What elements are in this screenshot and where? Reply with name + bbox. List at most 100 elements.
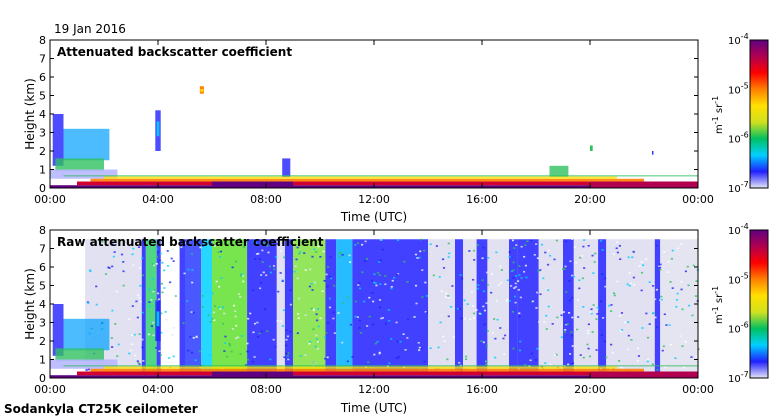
speckle (500, 269, 504, 271)
x-tick-label: 08:00 (250, 383, 282, 396)
speckle (680, 288, 683, 291)
speckle (139, 300, 142, 303)
speckle (274, 256, 278, 258)
speckle (141, 311, 144, 314)
x-ticks: 00:00 04:00 08:00 12:00 16:00 20:00 00:00 (34, 40, 714, 206)
speckle (189, 335, 192, 338)
speckle (210, 242, 213, 245)
x-tick-label: 00:00 (34, 193, 66, 206)
colorbar-tick-label: 10-6 (728, 131, 749, 146)
speckle (296, 277, 299, 280)
speckle (246, 358, 249, 361)
speckle (545, 314, 548, 317)
speckle (141, 257, 144, 260)
speckle (679, 335, 682, 338)
speckle (328, 306, 332, 309)
speckle (692, 264, 695, 267)
speckle (168, 357, 171, 359)
speckle (324, 357, 327, 360)
speckle (482, 305, 485, 308)
speckle (230, 350, 233, 353)
speckle (523, 255, 526, 258)
speckle (376, 272, 380, 274)
speckle (209, 320, 212, 323)
speckle (283, 256, 286, 259)
speckle (652, 312, 655, 315)
speckle (303, 239, 306, 242)
speckle (117, 343, 120, 346)
speckle (494, 304, 497, 307)
speckle (645, 312, 648, 315)
speckle (431, 252, 434, 255)
speckle (108, 267, 111, 269)
speckle (282, 309, 285, 312)
y-tick-label: 6 (39, 71, 46, 84)
speckle (313, 281, 316, 284)
speckle (579, 354, 582, 356)
speckle (560, 336, 563, 339)
speckle (379, 259, 382, 262)
speckle (111, 346, 114, 348)
speckle (122, 261, 125, 263)
speckle (180, 246, 183, 249)
speckle (425, 311, 428, 314)
speckle (547, 249, 550, 252)
speckle (341, 341, 344, 344)
speckle (265, 241, 268, 244)
speckle (152, 290, 155, 293)
speckle (212, 311, 216, 314)
speckle (267, 251, 270, 254)
speckle (375, 284, 378, 287)
speckle (610, 304, 613, 306)
x-tick-label: 08:00 (250, 193, 282, 206)
speckle (683, 293, 686, 295)
noise-column (563, 239, 574, 373)
speckle (441, 258, 445, 261)
speckle (213, 244, 216, 247)
speckle (651, 363, 654, 366)
noise-column (455, 239, 464, 373)
speckle (499, 281, 503, 284)
speckle (555, 239, 558, 242)
speckle (172, 260, 175, 262)
speckle (322, 250, 325, 253)
speckle (254, 242, 257, 245)
raw-backscatter-heatmap (50, 238, 700, 378)
speckle (367, 361, 370, 364)
speckle (218, 285, 221, 288)
speckle (686, 265, 689, 268)
speckle (276, 243, 279, 245)
speckle (170, 257, 173, 260)
speckle (458, 307, 462, 310)
speckle (363, 300, 366, 303)
speckle (499, 265, 502, 268)
speckle (153, 264, 156, 267)
speckle (231, 266, 234, 269)
speckle (136, 360, 139, 363)
speckle (477, 287, 480, 290)
speckle (620, 366, 623, 369)
x-tick-label: 16:00 (466, 383, 498, 396)
speckle (691, 314, 694, 317)
speckle (296, 246, 299, 249)
speckle (503, 269, 507, 272)
speckle (266, 244, 269, 247)
speckle (325, 273, 328, 276)
speckle (632, 250, 635, 253)
speckle (577, 292, 580, 295)
speckle (572, 275, 576, 278)
speckle (201, 306, 204, 308)
speckle (285, 329, 288, 332)
speckle (256, 321, 259, 324)
speckle (304, 314, 307, 317)
speckle (130, 343, 134, 346)
speckle (464, 317, 467, 320)
speckle (664, 366, 667, 368)
speckle (440, 290, 443, 292)
speckle (234, 260, 238, 263)
speckle (429, 347, 432, 350)
speckle (316, 347, 320, 350)
speckle (656, 368, 659, 371)
speckle (530, 352, 534, 355)
speckle (364, 240, 367, 243)
